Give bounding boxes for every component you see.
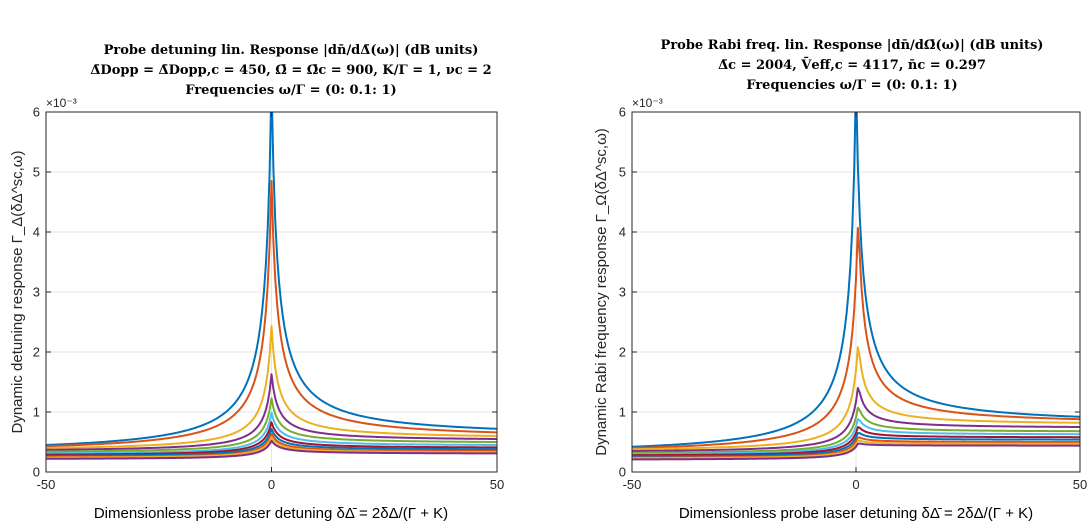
right-series-line-omega-0_2 <box>632 346 1080 451</box>
right-chart-title-line-2: Δ̄c = 2004, V̄eff,c = 4117, n̄c = 0.297 <box>718 56 986 73</box>
left-series-line-omega-0_1 <box>46 180 497 448</box>
right-series-line-omega-0 <box>632 112 1080 448</box>
left-y-axis-label: Dynamic detuning response Γ_Δ(δΔ^sc,ω) <box>9 150 26 433</box>
right-chart-title-line-1: Probe Rabi freq. lin. Response |dn̄/dΩ̄(… <box>661 38 1044 53</box>
right-plot-clip <box>632 112 1080 461</box>
left-series-line-omega-0_2 <box>46 325 497 449</box>
right-chart: Probe Rabi freq. lin. Response |dn̄/dΩ̄(… <box>593 38 1087 522</box>
right-y-tick-label-1: 1 <box>619 405 626 420</box>
right-x-tick-label-1: 0 <box>852 477 859 492</box>
left-series-line-omega-0_6 <box>46 421 497 456</box>
left-series-line-omega-0_4 <box>46 397 497 453</box>
right-y-tick-label-2: 2 <box>619 345 626 360</box>
right-series-line-omega-0_6 <box>632 426 1080 457</box>
right-y-tick-label-0: 0 <box>619 465 626 480</box>
left-x-tick-label-0: -50 <box>37 477 56 492</box>
right-series-line-omega-0_3 <box>632 387 1080 452</box>
right-series-line-omega-0_9 <box>632 439 1080 460</box>
right-series-line-omega-0_7 <box>632 431 1080 458</box>
left-chart-title-line-1: Probe detuning lin. Response |dn̄/dΔ̄(ω)… <box>104 43 479 58</box>
right-x-tick-label-0: -50 <box>623 477 642 492</box>
right-y-tick-label-4: 4 <box>619 225 626 240</box>
left-series-line-omega-0_7 <box>46 427 497 457</box>
left-x-axis-label: Dimensionless probe laser detuning δΔ̄ =… <box>94 505 448 522</box>
left-plot-clip <box>46 112 497 460</box>
right-y-tick-label-6: 6 <box>619 105 626 120</box>
right-chart-title-line-3: Frequencies ω/Γ = (0: 0.1: 1) <box>746 78 957 93</box>
right-series-line-omega-0_4 <box>632 406 1080 454</box>
left-y-tick-label-2: 2 <box>33 345 40 360</box>
left-series-line-omega-0_3 <box>46 373 497 451</box>
right-y-axis-label: Dynamic Rabi frequency response Γ_Ω(δΔ^s… <box>593 128 610 456</box>
left-series-line-omega-0 <box>46 112 497 446</box>
left-y-tick-label-5: 5 <box>33 165 40 180</box>
right-x-axis-label: Dimensionless probe laser detuning δΔ̄ =… <box>679 505 1033 522</box>
right-y-tick-label-5: 5 <box>619 165 626 180</box>
left-y-exponent: ×10⁻³ <box>46 96 77 110</box>
right-y-tick-label-3: 3 <box>619 285 626 300</box>
left-chart-title-line-3: Frequencies ω/Γ = (0: 0.1: 1) <box>185 83 396 98</box>
left-series-line-omega-1 <box>46 439 497 460</box>
left-x-tick-label-1: 0 <box>268 477 275 492</box>
right-series-line-omega-1 <box>632 442 1080 461</box>
right-series-line-omega-0_5 <box>632 418 1080 455</box>
right-y-exponent: ×10⁻³ <box>632 96 663 110</box>
left-chart-title-line-2: Δ̄Dopp = Δ̄Dopp,c = 450, Ω̄ = Ω̄c = 900,… <box>90 63 491 78</box>
left-x-tick-label-2: 50 <box>490 477 504 492</box>
left-y-tick-label-3: 3 <box>33 285 40 300</box>
left-y-tick-label-6: 6 <box>33 105 40 120</box>
left-series-lines <box>46 112 497 460</box>
right-x-tick-label-2: 50 <box>1073 477 1087 492</box>
left-chart: Probe detuning lin. Response |dn̄/dΔ̄(ω)… <box>9 43 504 522</box>
right-series-lines <box>632 112 1080 461</box>
left-y-tick-label-4: 4 <box>33 225 40 240</box>
left-series-line-omega-0_9 <box>46 436 497 459</box>
left-y-tick-label-0: 0 <box>33 465 40 480</box>
left-series-line-omega-0_5 <box>46 411 497 455</box>
right-series-line-omega-0_1 <box>632 226 1080 449</box>
left-y-tick-label-1: 1 <box>33 405 40 420</box>
